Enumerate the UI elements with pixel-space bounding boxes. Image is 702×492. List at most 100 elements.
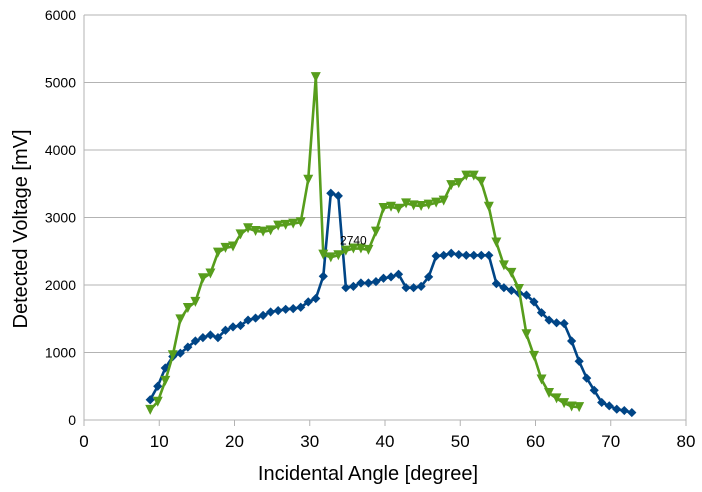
x-tick-label: 20 bbox=[225, 432, 244, 451]
data-point bbox=[167, 350, 178, 361]
data-point bbox=[528, 350, 539, 361]
data-point bbox=[288, 218, 299, 229]
data-point bbox=[453, 178, 464, 189]
y-tick-label: 4000 bbox=[45, 142, 76, 158]
data-point bbox=[250, 226, 261, 236]
data-point bbox=[198, 333, 208, 343]
data-point bbox=[235, 229, 246, 240]
data-point bbox=[175, 348, 185, 358]
data-point bbox=[589, 385, 599, 395]
data-point bbox=[498, 260, 509, 271]
data-point bbox=[303, 174, 314, 185]
data-point bbox=[491, 237, 502, 248]
data-point bbox=[476, 250, 486, 260]
y-tick-label: 3000 bbox=[45, 210, 76, 226]
data-point bbox=[551, 318, 562, 328]
data-point bbox=[265, 225, 276, 236]
y-tick-label: 0 bbox=[68, 412, 76, 428]
data-point bbox=[574, 402, 585, 413]
x-tick-label: 30 bbox=[300, 432, 319, 451]
data-point bbox=[258, 226, 269, 237]
x-tick-label: 60 bbox=[526, 432, 545, 451]
data-point bbox=[348, 243, 359, 254]
data-point bbox=[461, 170, 472, 181]
data-point bbox=[363, 244, 374, 255]
data-point bbox=[544, 388, 555, 398]
data-point bbox=[228, 322, 238, 332]
data-point bbox=[476, 176, 487, 187]
data-point bbox=[266, 307, 276, 317]
data-point bbox=[483, 201, 494, 212]
data-point bbox=[401, 198, 412, 209]
data-point bbox=[205, 268, 216, 279]
data-point bbox=[145, 404, 156, 415]
y-tick-label: 5000 bbox=[45, 75, 76, 91]
data-point bbox=[446, 180, 457, 191]
data-point bbox=[446, 248, 456, 258]
data-point bbox=[212, 247, 223, 258]
data-point bbox=[220, 325, 231, 335]
series-2 bbox=[145, 72, 585, 415]
annotation-layer: 2740 bbox=[340, 234, 367, 248]
data-point bbox=[461, 250, 471, 260]
data-point bbox=[536, 374, 547, 385]
data-point bbox=[529, 297, 539, 307]
data-point bbox=[484, 250, 494, 260]
data-point bbox=[333, 250, 344, 261]
data-point bbox=[469, 250, 479, 260]
data-point bbox=[604, 401, 614, 411]
data-point bbox=[160, 363, 170, 373]
data-point bbox=[378, 273, 389, 283]
data-point bbox=[348, 281, 358, 291]
data-point bbox=[326, 188, 336, 198]
data-point bbox=[619, 405, 629, 416]
data-point bbox=[513, 284, 524, 295]
data-point bbox=[559, 398, 570, 409]
data-point bbox=[468, 170, 479, 181]
data-point bbox=[281, 304, 291, 314]
data-point bbox=[152, 396, 163, 407]
data-point bbox=[273, 220, 284, 231]
data-point bbox=[258, 310, 268, 320]
x-tick-label: 80 bbox=[677, 432, 696, 451]
data-point bbox=[567, 336, 577, 346]
data-point bbox=[438, 195, 449, 206]
data-point bbox=[559, 318, 569, 329]
x-tick-label: 0 bbox=[79, 432, 88, 451]
data-point bbox=[574, 356, 584, 366]
y-gridlines bbox=[84, 14, 686, 421]
data-point bbox=[190, 336, 200, 346]
y-axis-title: Detected Voltage [mV] bbox=[10, 129, 32, 328]
data-point bbox=[183, 342, 193, 352]
data-point bbox=[296, 302, 306, 312]
data-point bbox=[227, 241, 238, 252]
data-point bbox=[423, 199, 434, 210]
data-point bbox=[145, 395, 155, 405]
data-point bbox=[416, 201, 427, 212]
data-point bbox=[318, 271, 328, 281]
data-point bbox=[190, 296, 201, 307]
data-point bbox=[340, 245, 351, 256]
data-point bbox=[333, 191, 343, 201]
data-point bbox=[401, 283, 411, 293]
data-point bbox=[318, 249, 329, 260]
y-tick-label: 6000 bbox=[45, 7, 76, 23]
data-point bbox=[536, 308, 547, 318]
data-point bbox=[408, 283, 419, 293]
data-point bbox=[627, 407, 637, 418]
data-point bbox=[393, 269, 404, 279]
x-tick-label: 40 bbox=[376, 432, 395, 451]
data-point bbox=[220, 242, 231, 253]
data-point bbox=[416, 281, 426, 291]
data-point bbox=[175, 314, 186, 325]
data-point bbox=[612, 404, 622, 414]
data-point bbox=[439, 250, 449, 260]
x-tick-labels: 0 10 20 30 40 50 60 70 80 bbox=[79, 432, 695, 451]
data-point bbox=[386, 272, 396, 282]
axes bbox=[83, 15, 687, 426]
data-point bbox=[371, 277, 381, 287]
data-point bbox=[355, 243, 366, 254]
data-point bbox=[160, 375, 171, 386]
data-point bbox=[288, 304, 298, 314]
